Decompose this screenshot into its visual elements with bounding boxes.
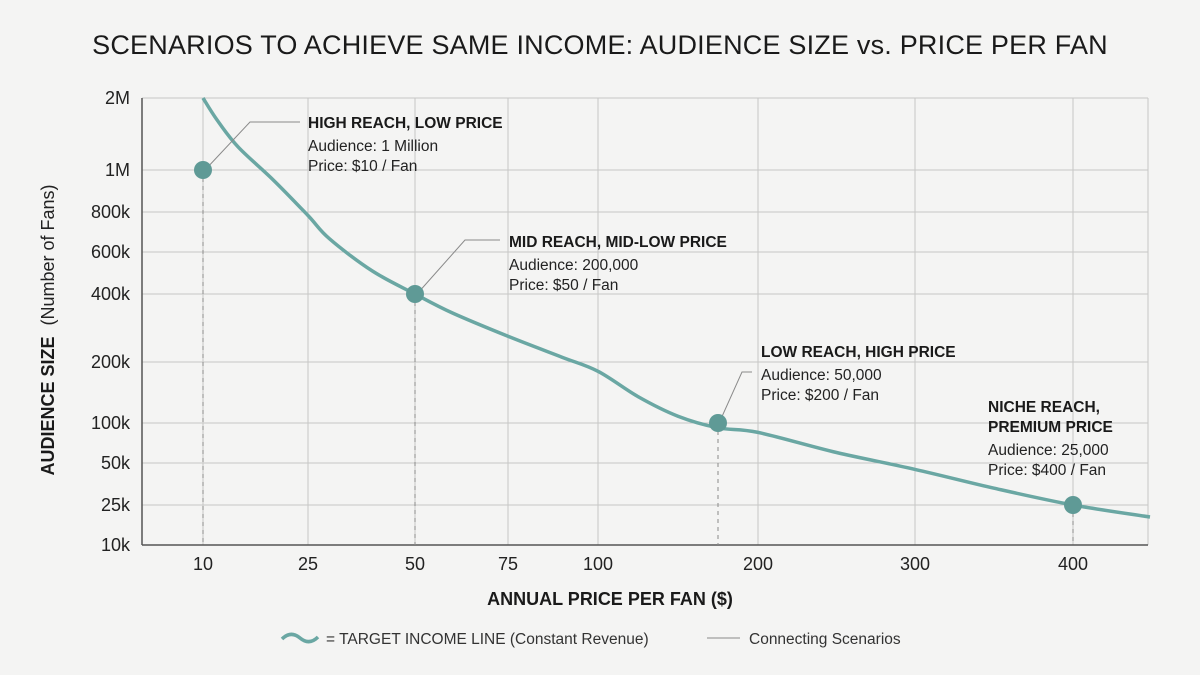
y-tick-label: 400k (91, 284, 131, 304)
scenario-point (194, 161, 212, 179)
scenario-title: NICHE REACH, (988, 399, 1100, 416)
scenario-title: PREMIUM PRICE (988, 419, 1113, 436)
scenario-title: HIGH REACH, LOW PRICE (308, 115, 503, 132)
scenario-annotation: MID REACH, MID-LOW PRICE Audience: 200,00… (509, 234, 727, 294)
scenario-annotations: HIGH REACH, LOW PRICE Audience: 1 Million… (308, 115, 1113, 479)
scenario-connector (416, 239, 500, 295)
scenario-audience: Audience: 25,000 (988, 442, 1109, 459)
scenario-connector (204, 121, 300, 171)
x-tick-label: 75 (498, 554, 518, 574)
y-axis-title-main: AUDIENCE SIZE (38, 337, 58, 476)
scenario-audience: Audience: 50,000 (761, 367, 882, 384)
y-axis-title: AUDIENCE SIZE (Number of Fans) (38, 184, 58, 475)
drop-lines (202, 170, 1074, 545)
legend-curve-label: = TARGET INCOME LINE (Constant Revenue) (326, 631, 649, 648)
x-tick-label: 10 (193, 554, 213, 574)
scenario-annotation: NICHE REACH, PREMIUM PRICE Audience: 25,00… (988, 399, 1113, 479)
x-tick-label: 300 (900, 554, 930, 574)
y-tick-label: 600k (91, 242, 131, 262)
scenario-point (1064, 496, 1082, 514)
y-tick-label: 25k (101, 495, 131, 515)
target-income-curve (201, 97, 1151, 519)
x-axis-title: ANNUAL PRICE PER FAN ($) (487, 589, 733, 609)
y-tick-label: 1M (105, 160, 130, 180)
legend-curve-swatch (280, 632, 320, 644)
scenario-title: MID REACH, MID-LOW PRICE (509, 234, 727, 251)
legend-connector-label: Connecting Scenarios (749, 631, 901, 648)
scenario-annotation: HIGH REACH, LOW PRICE Audience: 1 Million… (308, 115, 503, 175)
scenario-price: Price: $10 / Fan (308, 158, 417, 175)
scenario-title: LOW REACH, HIGH PRICE (761, 344, 956, 361)
x-tick-label: 50 (405, 554, 425, 574)
legend: = TARGET INCOME LINE (Constant Revenue) … (280, 631, 901, 648)
y-tick-label: 10k (101, 535, 131, 555)
chart-title: SCENARIOS TO ACHIEVE SAME INCOME: AUDIEN… (92, 30, 1108, 60)
scenario-connector (719, 371, 752, 422)
scenario-points (194, 161, 1082, 514)
y-tick-label: 2M (105, 88, 130, 108)
y-tick-label: 50k (101, 453, 131, 473)
scenario-point (406, 285, 424, 303)
scenario-audience: Audience: 1 Million (308, 138, 438, 155)
tick-labels: 10 25 50 75 100 200 300 400 10k 25k 50k 100k 200k 400… (91, 88, 1088, 574)
scenario-price: Price: $200 / Fan (761, 387, 879, 404)
x-tick-label: 200 (743, 554, 773, 574)
scenario-annotation: LOW REACH, HIGH PRICE Audience: 50,000 Pri… (761, 344, 956, 404)
x-tick-label: 400 (1058, 554, 1088, 574)
axes (141, 98, 1148, 546)
y-tick-label: 200k (91, 352, 131, 372)
scenario-audience: Audience: 200,000 (509, 257, 639, 274)
x-tick-label: 25 (298, 554, 318, 574)
y-tick-label: 800k (91, 202, 131, 222)
y-tick-label: 100k (91, 413, 131, 433)
x-tick-label: 100 (583, 554, 613, 574)
connector-lines (204, 121, 752, 422)
y-axis-title-sub: (Number of Fans) (38, 184, 58, 325)
scenario-price: Price: $50 / Fan (509, 277, 618, 294)
scenario-point (709, 414, 727, 432)
scenario-price: Price: $400 / Fan (988, 462, 1106, 479)
